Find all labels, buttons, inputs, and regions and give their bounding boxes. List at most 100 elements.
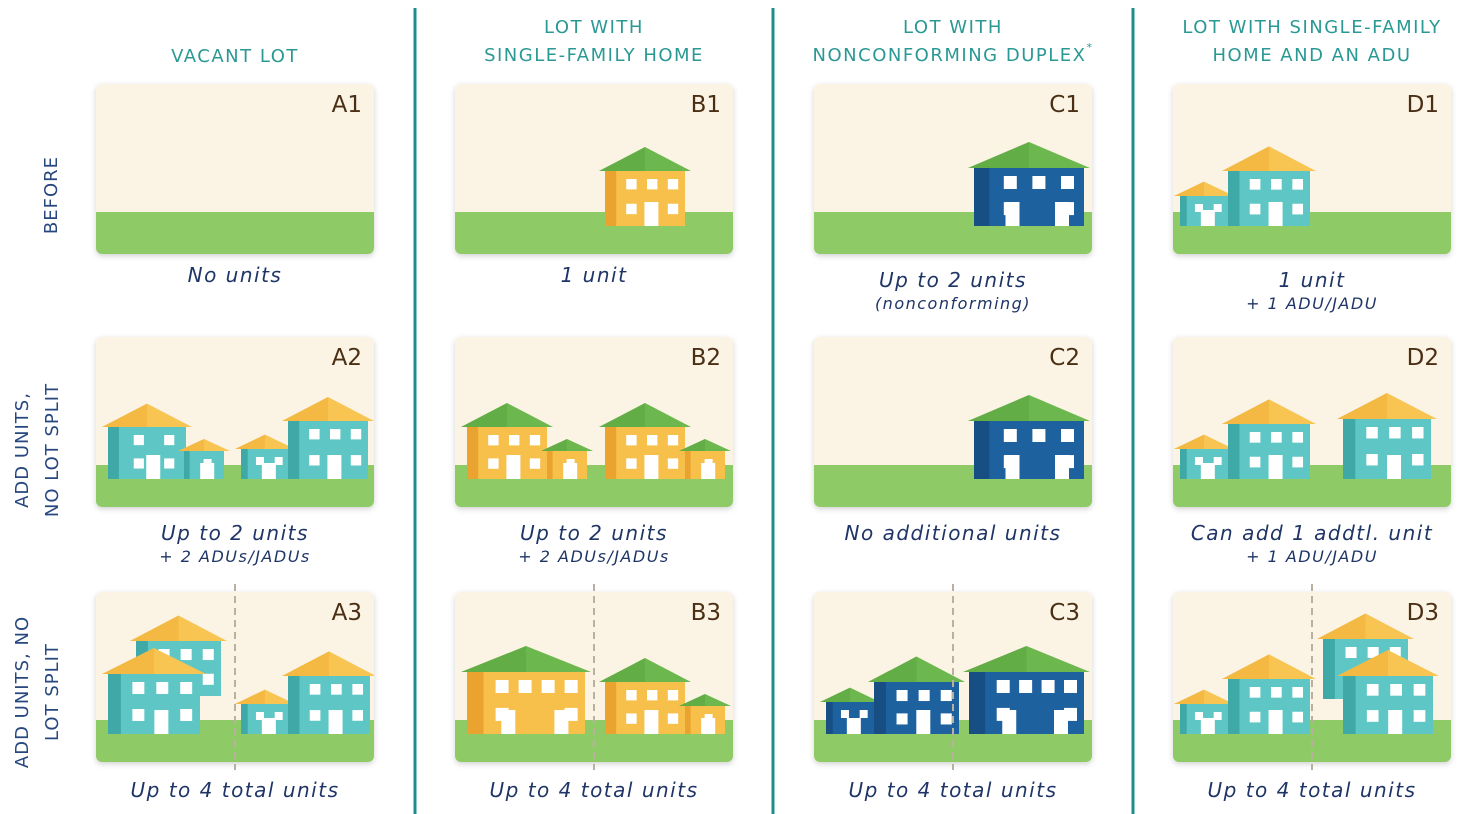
window (203, 649, 214, 660)
door (1201, 463, 1215, 479)
door (563, 463, 577, 479)
window (309, 429, 319, 439)
house-side (288, 421, 299, 479)
window (1389, 427, 1400, 438)
row-label: ADD UNITS, NO (12, 616, 33, 768)
house-side (108, 427, 119, 479)
caption: Up to 4 total units (849, 778, 1058, 802)
door (506, 455, 520, 479)
window (331, 684, 342, 695)
window (542, 680, 555, 693)
window (941, 713, 952, 724)
panel-id: D3 (1407, 600, 1439, 626)
subcaption: (nonconforming) (875, 294, 1031, 313)
panel: D1 (1173, 84, 1451, 254)
door (1201, 210, 1215, 226)
window (1271, 179, 1282, 190)
window (919, 690, 930, 701)
window (1292, 204, 1303, 215)
window (626, 179, 636, 189)
column-title: SINGLE-FAMILY HOME (484, 45, 704, 66)
house-side (685, 706, 691, 734)
window (1414, 710, 1426, 722)
subcaption: + 1 ADU/JADU (1246, 547, 1378, 566)
window (941, 690, 952, 701)
house-side (241, 449, 248, 479)
window (351, 429, 361, 439)
caption: 1 unit (1279, 268, 1346, 292)
house-side (974, 168, 989, 226)
window (203, 674, 214, 685)
house-side (547, 451, 553, 479)
door (200, 463, 214, 479)
window (1004, 429, 1017, 442)
column-title: NONCONFORMING DUPLEX* (813, 41, 1094, 66)
door (1387, 455, 1401, 479)
caption: No units (188, 263, 283, 287)
window (1042, 680, 1055, 693)
window (180, 682, 192, 694)
window (330, 429, 340, 439)
panel-id: B2 (691, 345, 721, 371)
panel-id: A3 (332, 600, 362, 626)
window (1292, 432, 1303, 443)
column-title: LOT WITH SINGLE-FAMILY (1182, 17, 1441, 38)
window (1004, 176, 1017, 189)
window (1061, 429, 1074, 442)
house-side (1323, 639, 1335, 699)
house-side (108, 674, 121, 734)
panel-id: B3 (691, 600, 721, 626)
window (1390, 684, 1402, 696)
window (1214, 204, 1222, 212)
window (1032, 429, 1045, 442)
window (626, 458, 636, 468)
window (488, 458, 498, 468)
window (1250, 179, 1261, 190)
window (310, 710, 321, 721)
panel-id: C2 (1049, 345, 1080, 371)
house-side (184, 451, 190, 479)
window (164, 458, 174, 468)
window (519, 680, 532, 693)
window (668, 690, 678, 700)
door (1269, 455, 1283, 479)
door (329, 710, 343, 734)
window (626, 435, 636, 445)
door (146, 455, 160, 479)
door (701, 718, 715, 734)
door (847, 718, 861, 734)
door (262, 463, 276, 479)
door (1006, 202, 1020, 226)
door (644, 455, 658, 479)
window (668, 179, 678, 189)
window (565, 680, 578, 693)
window (275, 457, 283, 465)
door (644, 202, 658, 226)
window (647, 690, 657, 700)
house-side (1228, 171, 1239, 226)
house-side (1180, 196, 1187, 226)
window (668, 713, 678, 723)
window (488, 435, 498, 445)
window (351, 455, 361, 465)
door (1054, 710, 1068, 734)
panel: B1 (455, 84, 733, 254)
column-title: VACANT LOT (171, 46, 299, 67)
panel: B3 (455, 584, 733, 770)
window (1250, 712, 1261, 723)
window (134, 458, 144, 468)
window (530, 458, 540, 468)
panel-id: D1 (1407, 92, 1439, 118)
house-side (1180, 704, 1187, 734)
window (1367, 684, 1379, 696)
door (1269, 710, 1283, 734)
window (997, 680, 1010, 693)
panel-scene (96, 212, 374, 254)
panel-id: B1 (691, 92, 721, 118)
door (1006, 455, 1020, 479)
window (668, 435, 678, 445)
window (530, 435, 540, 445)
window (1019, 680, 1032, 693)
house-side (605, 171, 616, 226)
window (1271, 432, 1282, 443)
